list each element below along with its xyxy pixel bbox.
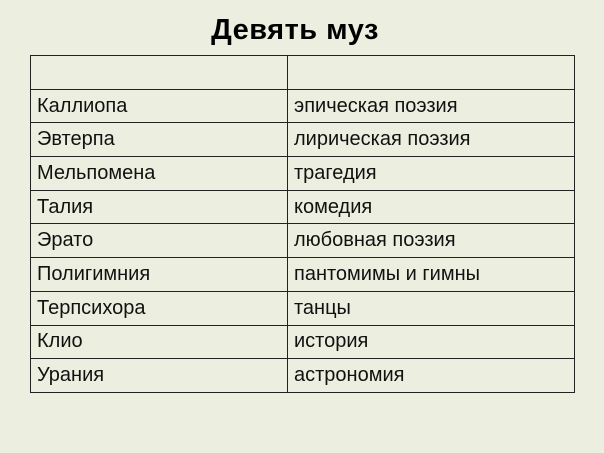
- muse-domain-cell: эпическая поэзия: [287, 88, 575, 124]
- table-row: Мельпомена трагедия: [30, 156, 575, 191]
- muse-name-cell: Талия: [30, 189, 288, 225]
- muses-table: Каллиопа эпическая поэзия Эвтерпа лирическа…: [30, 55, 575, 393]
- header-cell: [287, 55, 575, 90]
- muse-name-cell: Каллиопа: [30, 88, 288, 124]
- table-row: Эвтерпа лирическая поэзия: [30, 122, 575, 158]
- muse-name-cell: Терпсихора: [30, 290, 288, 326]
- muse-domain-cell: история: [287, 324, 575, 360]
- muse-name-cell: Мельпомена: [30, 156, 288, 191]
- muse-domain-cell: пантомимы и гимны: [287, 257, 575, 292]
- muse-name-cell: Эвтерпа: [30, 122, 288, 158]
- table-row: Терпсихора танцы: [30, 290, 575, 326]
- muse-domain-cell: любовная поэзия: [287, 223, 575, 259]
- muse-name-cell: Эрато: [30, 223, 288, 259]
- table-header-row: [30, 55, 575, 90]
- muse-domain-cell: лирическая поэзия: [287, 122, 575, 158]
- muse-domain-cell: астрономия: [287, 358, 575, 393]
- table-row: Эрато любовная поэзия: [30, 223, 575, 259]
- table-row: Клио история: [30, 324, 575, 360]
- muse-domain-cell: танцы: [287, 290, 575, 326]
- page-title: Девять муз: [211, 14, 379, 46]
- table-row: Полигимния пантомимы и гимны: [30, 257, 575, 292]
- table-row: Талия комедия: [30, 189, 575, 225]
- muse-name-cell: Клио: [30, 324, 288, 360]
- muse-domain-cell: трагедия: [287, 156, 575, 191]
- table-row: Урания астрономия: [30, 358, 575, 393]
- muse-domain-cell: комедия: [287, 189, 575, 225]
- muse-name-cell: Полигимния: [30, 257, 288, 292]
- header-cell: [30, 55, 288, 90]
- table-row: Каллиопа эпическая поэзия: [30, 88, 575, 124]
- muse-name-cell: Урания: [30, 358, 288, 393]
